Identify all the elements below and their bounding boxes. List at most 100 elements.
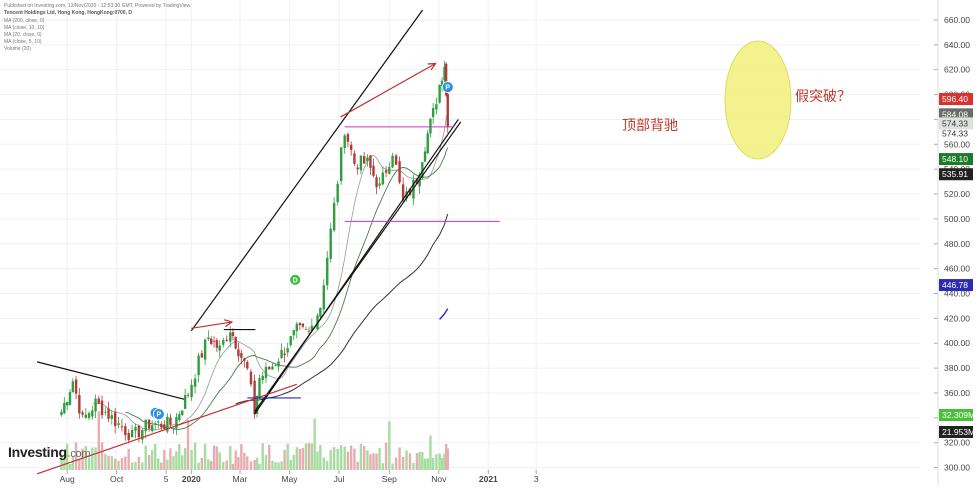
candle-body [60, 411, 63, 416]
candle-body [218, 345, 221, 351]
candle-body [144, 419, 147, 432]
candle-body [193, 378, 197, 387]
ma-20-line [125, 147, 449, 430]
volume-bar [271, 460, 274, 470]
candle-body [249, 371, 253, 385]
x-tick-label: Aug [60, 474, 75, 484]
y-tick-label: 640.00 [944, 40, 970, 50]
y-tick-label: 400.00 [944, 338, 970, 348]
volume-bar [443, 453, 446, 470]
volume-bar [229, 446, 232, 470]
candle-body [336, 183, 339, 203]
candle-body [110, 415, 113, 419]
candle-body [63, 402, 66, 414]
price-label: 574.33 [942, 118, 968, 128]
volume-bar [418, 452, 421, 470]
price-labels: 596.40584.08577.00574.33574.33548.10535.… [939, 93, 975, 438]
volume-bar [440, 457, 444, 470]
volume-bar [87, 457, 91, 470]
candle-body [289, 336, 292, 346]
volume-bar [137, 456, 141, 470]
divergence-annotation: 顶部背驰 [622, 117, 678, 133]
y-tick-label: 460.00 [944, 264, 970, 274]
logo-dot: . [66, 444, 71, 460]
candle-body [243, 358, 246, 361]
divergence-arrow-line [340, 62, 436, 118]
volume-bar [261, 443, 264, 470]
candle-body [326, 257, 329, 286]
volume-bar [426, 458, 429, 470]
candle-body [443, 66, 446, 81]
candle-body [423, 151, 427, 162]
candle-body [292, 330, 295, 336]
volume-bar [249, 461, 253, 470]
investing-logo[interactable]: Investing.com [8, 444, 91, 460]
volume-bar [283, 449, 286, 470]
candle-body [319, 308, 322, 317]
volume-bar [286, 443, 289, 470]
indicator-1: MA (200, close, 0) [4, 18, 45, 24]
volume-bars [60, 411, 449, 470]
candle-body [346, 134, 350, 142]
volume-bar [209, 461, 213, 470]
upper-channel-line [190, 9, 424, 332]
price-label-bg [939, 426, 973, 438]
x-tick-label: May [281, 474, 298, 484]
volume-bar [240, 444, 243, 470]
volume-bar [150, 450, 154, 470]
time-axis: Aug Oct 5 2020 Mar May Jul Sep Nov 2021 3 [60, 470, 539, 484]
candle-body [384, 170, 388, 173]
volume-bar [157, 458, 160, 470]
candle-body [190, 384, 193, 398]
price-label: 21.953M [942, 427, 975, 437]
volume-bar [310, 443, 314, 470]
candle-body [237, 349, 240, 357]
false-break-highlight [724, 40, 792, 160]
header-published: Published on Investing.com, 13/Nov/2020 … [4, 3, 192, 9]
volume-bar [362, 445, 366, 470]
candle-body [234, 336, 237, 349]
volume-bar [280, 461, 283, 470]
volume-bar [369, 454, 372, 470]
candle-body [84, 414, 88, 418]
candle-body [74, 379, 78, 394]
candle-body [264, 366, 268, 378]
volume-bar [190, 449, 193, 470]
candle-body [261, 375, 264, 381]
candle-body [157, 421, 160, 423]
candle-body [429, 118, 432, 134]
volume-bar [381, 463, 385, 470]
volume-bar [421, 452, 424, 470]
volume-bar [349, 445, 353, 470]
y-tick-label: 620.00 [944, 65, 970, 75]
volume-bar [356, 461, 359, 470]
candle-body [169, 417, 172, 425]
volume-bar [375, 453, 378, 470]
volume-bar [415, 453, 419, 470]
x-tick-label: 3 [534, 474, 539, 484]
volume-bar [197, 462, 200, 470]
volume-bar [186, 420, 190, 470]
volume-bar [117, 460, 120, 470]
volume-bar [408, 453, 412, 470]
volume-bar [154, 443, 157, 470]
candle-body [391, 155, 394, 168]
long-support-line [36, 383, 298, 475]
volume-bar [339, 445, 343, 470]
x-tick-label: 5 [164, 474, 169, 484]
candle-body [203, 339, 207, 360]
candle-body [426, 133, 429, 154]
candle-body [343, 135, 346, 149]
candle-body [181, 410, 184, 415]
candle-body [229, 332, 232, 342]
candle-body [150, 425, 154, 432]
candle-body [160, 423, 163, 428]
candle-body [166, 416, 169, 432]
volume-bar [147, 455, 151, 470]
candle-body [200, 353, 204, 358]
x-tick-label: Jul [334, 474, 345, 484]
candle-body [295, 323, 299, 332]
volume-bar [274, 462, 277, 470]
